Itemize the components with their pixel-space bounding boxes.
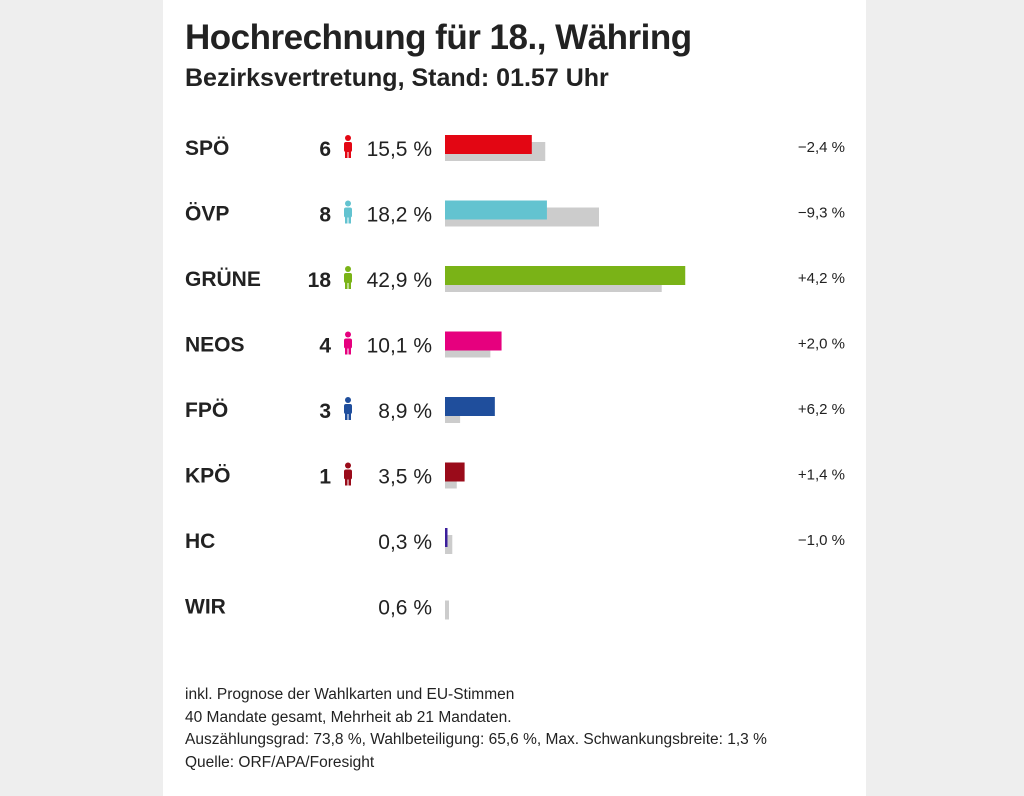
person-icon <box>345 413 348 420</box>
person-icon <box>344 142 352 152</box>
value-bar <box>445 462 465 482</box>
person-icon <box>348 413 351 420</box>
person-icon <box>344 207 352 218</box>
change-label: +2,0 % <box>798 336 845 353</box>
person-icon <box>345 397 351 403</box>
person-icon <box>345 135 351 141</box>
change-label: −1,0 % <box>798 532 845 549</box>
mandate-count: 1 <box>319 466 331 489</box>
person-icon <box>345 478 348 486</box>
value-bar <box>445 528 448 547</box>
party-label: HC <box>185 530 215 553</box>
previous-bar <box>445 600 449 620</box>
mandate-count: 4 <box>319 335 331 358</box>
person-icon <box>345 462 351 469</box>
change-label: +6,2 % <box>798 401 845 418</box>
person-icon <box>345 347 348 355</box>
chart-subtitle: Bezirksvertretung, Stand: 01.57 Uhr <box>185 64 609 92</box>
person-icon <box>348 216 351 224</box>
party-label: KPÖ <box>185 465 231 488</box>
bar-chart: SPÖ 6 15,5 % −2,4 % ÖVP 8 18,2 % −9,3 % GRÜNE 18 4… <box>185 135 845 620</box>
value-label: 3,5 % <box>378 466 432 489</box>
party-label: FPÖ <box>185 399 228 422</box>
value-label: 0,6 % <box>378 597 432 620</box>
note-line: 40 Mandate gesamt, Mehrheit ab 21 Mandat… <box>185 708 512 726</box>
party-label: NEOS <box>185 334 245 357</box>
person-icon <box>348 282 351 289</box>
value-label: 15,5 % <box>367 138 432 161</box>
person-icon <box>345 151 348 158</box>
party-label: GRÜNE <box>185 268 261 291</box>
value-label: 0,3 % <box>378 531 432 554</box>
mandate-count: 18 <box>308 269 332 292</box>
mandate-count: 8 <box>319 204 331 227</box>
person-icon <box>345 200 351 207</box>
person-icon <box>345 331 351 338</box>
value-bar <box>445 331 502 351</box>
note-line: Auszählungsgrad: 73,8 %, Wahlbeteiligung… <box>185 731 767 748</box>
value-label: 10,1 % <box>367 335 432 358</box>
value-label: 18,2 % <box>367 204 432 227</box>
note-line: Quelle: ORF/APA/Foresight <box>185 753 375 771</box>
value-bar <box>445 266 686 285</box>
person-icon <box>345 282 348 289</box>
person-icon <box>344 404 352 414</box>
mandate-count: 3 <box>319 400 331 423</box>
person-icon <box>344 469 352 480</box>
previous-bar <box>445 535 453 554</box>
note-line: inkl. Prognose der Wahlkarten und EU-Sti… <box>185 686 515 703</box>
person-icon <box>345 216 348 224</box>
party-label: ÖVP <box>185 203 229 226</box>
value-bar <box>445 135 532 154</box>
chart-title: Hochrechnung für 18., Währing <box>185 18 692 57</box>
value-label: 8,9 % <box>378 400 432 423</box>
change-label: +4,2 % <box>798 270 845 287</box>
change-label: −2,4 % <box>798 139 845 156</box>
chart-panel <box>163 0 866 796</box>
value-bar <box>445 200 547 220</box>
value-label: 42,9 % <box>367 269 432 292</box>
mandate-count: 6 <box>319 138 331 161</box>
chart-notes: inkl. Prognose der Wahlkarten und EU-Sti… <box>185 684 767 774</box>
person-icon <box>348 151 351 158</box>
value-bar <box>445 397 495 416</box>
person-icon <box>344 338 352 349</box>
person-icon <box>348 347 351 355</box>
person-icon <box>344 273 352 283</box>
party-label: SPÖ <box>185 137 229 160</box>
change-label: +1,4 % <box>798 467 845 484</box>
change-label: −9,3 % <box>798 205 845 222</box>
person-icon <box>348 478 351 486</box>
party-label: WIR <box>185 596 226 619</box>
person-icon <box>345 266 351 272</box>
